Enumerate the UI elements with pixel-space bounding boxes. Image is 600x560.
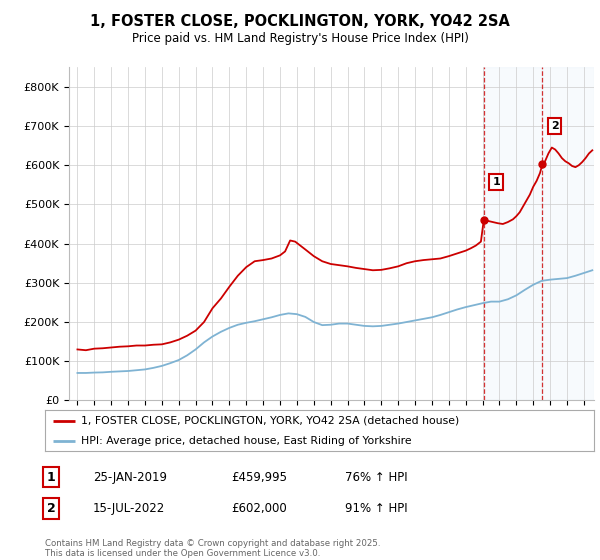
Text: £459,995: £459,995 [231, 470, 287, 484]
Text: Contains HM Land Registry data © Crown copyright and database right 2025.
This d: Contains HM Land Registry data © Crown c… [45, 539, 380, 558]
Text: 25-JAN-2019: 25-JAN-2019 [93, 470, 167, 484]
Text: 2: 2 [47, 502, 55, 515]
Text: £602,000: £602,000 [231, 502, 287, 515]
Text: 91% ↑ HPI: 91% ↑ HPI [345, 502, 407, 515]
Text: 2: 2 [551, 121, 559, 131]
Text: 15-JUL-2022: 15-JUL-2022 [93, 502, 165, 515]
Text: 76% ↑ HPI: 76% ↑ HPI [345, 470, 407, 484]
Text: HPI: Average price, detached house, East Riding of Yorkshire: HPI: Average price, detached house, East… [80, 436, 412, 446]
Bar [542, 67, 594, 400]
Text: Price paid vs. HM Land Registry's House Price Index (HPI): Price paid vs. HM Land Registry's House … [131, 32, 469, 45]
Text: 1: 1 [47, 470, 55, 484]
Bar [484, 67, 542, 400]
Text: 1, FOSTER CLOSE, POCKLINGTON, YORK, YO42 2SA: 1, FOSTER CLOSE, POCKLINGTON, YORK, YO42… [90, 14, 510, 29]
Text: 1: 1 [492, 177, 500, 187]
Text: 1, FOSTER CLOSE, POCKLINGTON, YORK, YO42 2SA (detached house): 1, FOSTER CLOSE, POCKLINGTON, YORK, YO42… [80, 416, 459, 426]
